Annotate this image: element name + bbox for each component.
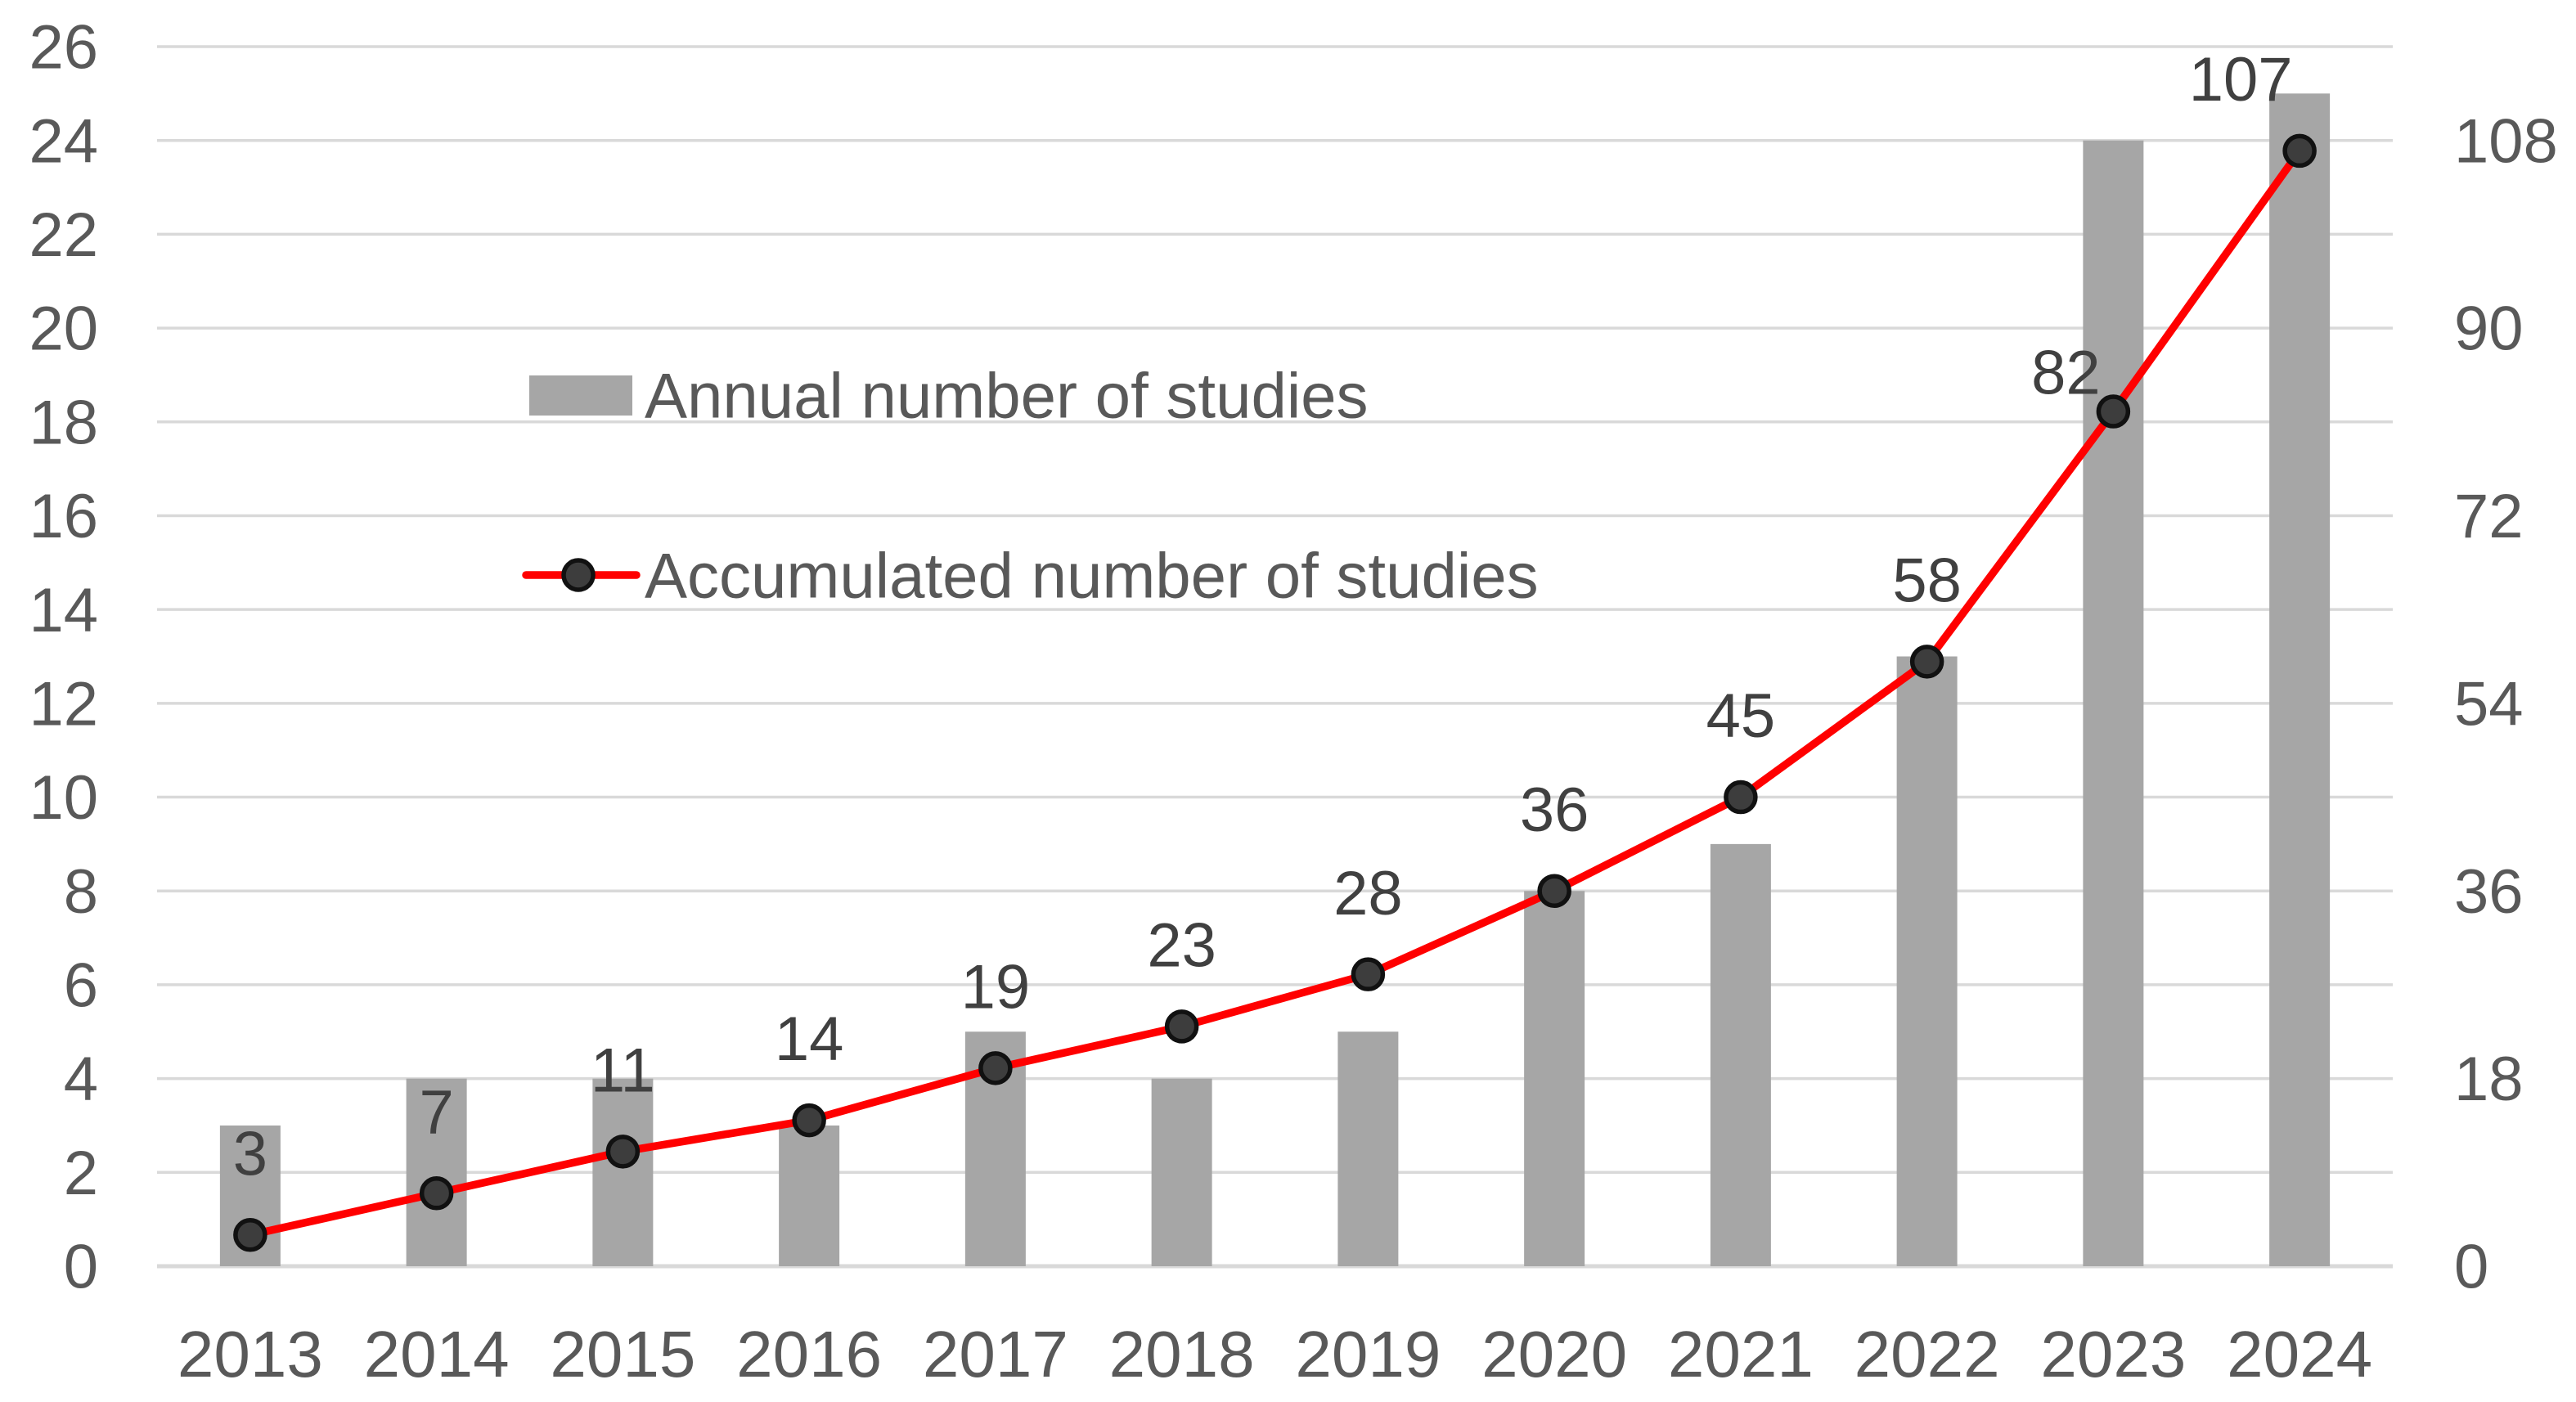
data-label: 7 <box>419 1077 453 1147</box>
x-axis-tick-labels: 2013 2014 2015 2016 2017 2018 2019 2020 2021 2022… <box>178 1318 2372 1391</box>
x-axis-tick-label: 2013 <box>178 1318 323 1391</box>
data-point-marker <box>1724 780 1758 815</box>
left-axis-tick-label: 14 <box>29 576 98 645</box>
x-axis-tick-label: 2016 <box>736 1318 882 1391</box>
data-label: 19 <box>961 952 1031 1022</box>
bar <box>406 1078 467 1266</box>
x-axis-tick-label: 2018 <box>1109 1318 1255 1391</box>
data-label: 28 <box>1333 859 1403 928</box>
left-axis-tick-label: 4 <box>64 1045 98 1114</box>
data-point-marker <box>1351 957 1386 991</box>
line-series-path <box>246 146 2304 1239</box>
x-axis-tick-label: 2022 <box>1854 1318 2000 1391</box>
legend-label-accumulated: Accumulated number of studies <box>645 539 1539 611</box>
right-axis-tick-label: 36 <box>2454 857 2524 927</box>
data-point-marker <box>792 1103 826 1138</box>
data-labels: 3 7 11 14 19 23 28 36 45 58 82 107 <box>233 45 2293 1189</box>
left-axis-tick-label: 26 <box>29 13 98 83</box>
data-point-marker <box>1909 645 1944 679</box>
left-axis-tick-label: 20 <box>29 294 98 364</box>
bar <box>592 1078 654 1266</box>
left-axis-tick-label: 6 <box>64 951 98 1021</box>
left-axis-tick-label: 12 <box>29 669 98 739</box>
x-axis-tick-label: 2020 <box>1481 1318 1627 1391</box>
right-axis-tick-label: 0 <box>2454 1233 2488 1302</box>
bar <box>2269 93 2331 1266</box>
data-point-marker <box>1537 874 1571 908</box>
x-axis-tick-label: 2017 <box>923 1318 1068 1391</box>
data-label: 23 <box>1147 910 1216 980</box>
left-axis-tick-label: 2 <box>64 1139 98 1208</box>
gridlines <box>157 45 2393 1269</box>
legend-swatch-marker <box>561 558 596 592</box>
data-point-marker <box>233 1218 267 1252</box>
data-label: 82 <box>2031 339 2101 408</box>
right-axis-tick-label: 72 <box>2454 482 2524 551</box>
legend-label-annual: Annual number of studies <box>645 359 1369 431</box>
data-label: 58 <box>1892 546 1962 615</box>
data-point-marker <box>1164 1009 1199 1044</box>
data-point-marker <box>2282 133 2317 169</box>
data-label: 45 <box>1706 681 1776 751</box>
right-axis-tick-labels: 0 18 36 54 72 90 108 <box>2454 106 2558 1301</box>
data-label: 36 <box>1520 775 1589 845</box>
legend: Annual number of studies Accumulated numb… <box>522 359 1539 611</box>
right-axis-tick-label: 18 <box>2454 1045 2524 1114</box>
left-axis-tick-label: 24 <box>29 106 98 176</box>
left-axis-tick-label: 16 <box>29 482 98 551</box>
left-axis-tick-label: 22 <box>29 200 98 270</box>
data-point-marker <box>978 1051 1013 1085</box>
bar <box>1151 1078 1212 1266</box>
data-point-marker <box>605 1135 641 1169</box>
bar <box>1337 1031 1399 1266</box>
bar <box>1710 843 1771 1266</box>
bar <box>779 1125 840 1266</box>
data-label: 14 <box>775 1004 844 1074</box>
x-axis-tick-label: 2019 <box>1295 1318 1441 1391</box>
right-axis-tick-label: 54 <box>2454 669 2524 739</box>
x-axis-tick-label: 2024 <box>2227 1318 2372 1391</box>
x-axis-tick-label: 2023 <box>2040 1318 2186 1391</box>
left-axis-tick-label: 10 <box>29 763 98 833</box>
x-axis-tick-label: 2014 <box>364 1318 510 1391</box>
bar <box>1524 891 1585 1266</box>
left-axis-tick-label: 0 <box>64 1233 98 1302</box>
right-axis-tick-label: 108 <box>2454 106 2558 176</box>
line-markers <box>233 133 2317 1252</box>
bar-series <box>219 93 2331 1267</box>
data-point-marker <box>419 1176 454 1211</box>
left-axis-tick-label: 8 <box>64 857 98 927</box>
x-axis-tick-label: 2021 <box>1668 1318 1814 1391</box>
data-label: 3 <box>233 1119 267 1189</box>
data-label: 107 <box>2189 45 2293 115</box>
right-axis-tick-label: 90 <box>2454 294 2524 364</box>
bar <box>1896 656 1958 1266</box>
left-axis-tick-label: 18 <box>29 388 98 457</box>
data-label: 11 <box>591 1036 655 1105</box>
bar <box>2083 140 2144 1267</box>
legend-swatch-bar <box>529 375 632 416</box>
data-point-marker <box>2096 394 2131 429</box>
x-axis-tick-label: 2015 <box>550 1318 695 1391</box>
